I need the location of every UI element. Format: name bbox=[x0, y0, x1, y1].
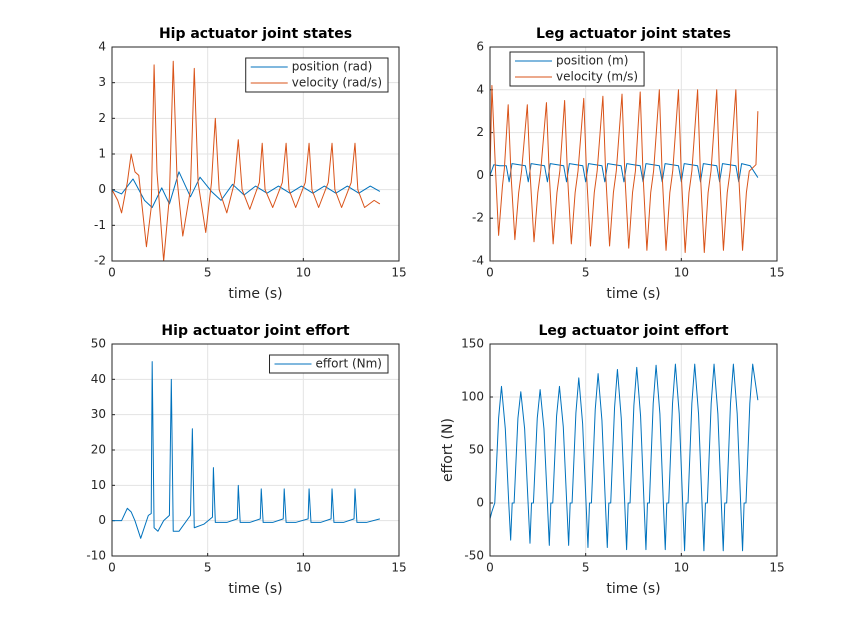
y-tick-label: -2 bbox=[472, 211, 484, 225]
x-tick-label: 0 bbox=[108, 561, 116, 575]
x-tick-label: 10 bbox=[296, 561, 311, 575]
y-tick-label: 40 bbox=[91, 372, 106, 386]
y-tick-label: 150 bbox=[461, 337, 484, 351]
x-tick-label: 10 bbox=[674, 266, 689, 280]
x-tick-label: 10 bbox=[674, 561, 689, 575]
subplot: 0 5 10 15 -2 -1 0 1 2 3 4 Hip actuator joint states… bbox=[94, 26, 407, 302]
axes-box bbox=[489, 46, 778, 262]
y-tick-label: -4 bbox=[472, 254, 484, 268]
legend: effort (Nm) bbox=[269, 354, 389, 374]
data-line bbox=[111, 171, 381, 208]
y-tick-label: 2 bbox=[98, 111, 106, 125]
x-tick-label: 0 bbox=[108, 266, 116, 280]
y-axis-label: effort (N) bbox=[440, 418, 456, 482]
x-axis-label: time (s) bbox=[606, 286, 660, 302]
y-tick-label: 50 bbox=[469, 443, 484, 457]
y-tick-label: 10 bbox=[91, 478, 106, 492]
legend-box bbox=[245, 57, 389, 93]
legend-label: position (m) bbox=[556, 54, 628, 68]
chart-title: Hip actuator joint states bbox=[159, 26, 352, 42]
axes-box bbox=[489, 343, 778, 557]
x-tick-label: 0 bbox=[486, 266, 494, 280]
legend-box bbox=[269, 354, 389, 374]
x-tick-label: 5 bbox=[204, 266, 212, 280]
y-tick-label: 2 bbox=[476, 125, 484, 139]
y-tick-label: 6 bbox=[476, 40, 484, 54]
x-axis-label: time (s) bbox=[228, 581, 282, 597]
chart-title: Hip actuator joint effort bbox=[161, 323, 349, 339]
chart-title: Leg actuator joint effort bbox=[538, 323, 728, 339]
legend-box bbox=[509, 51, 645, 87]
data-line bbox=[489, 163, 759, 183]
data-line bbox=[489, 363, 759, 552]
y-tick-label: 0 bbox=[98, 513, 106, 527]
y-tick-label: 4 bbox=[476, 82, 484, 96]
data-line bbox=[111, 60, 381, 262]
y-tick-label: 0 bbox=[476, 496, 484, 510]
y-tick-label: 50 bbox=[91, 337, 106, 351]
data-line bbox=[489, 85, 759, 253]
x-tick-label: 15 bbox=[391, 561, 406, 575]
x-tick-label: 15 bbox=[769, 561, 784, 575]
axes-box bbox=[111, 46, 400, 262]
y-tick-label: 0 bbox=[476, 168, 484, 182]
y-tick-label: 100 bbox=[461, 390, 484, 404]
axes-box bbox=[111, 343, 400, 557]
x-tick-label: 0 bbox=[486, 561, 494, 575]
y-tick-label: 4 bbox=[98, 40, 106, 54]
legend: position (m) velocity (m/s) bbox=[509, 51, 645, 87]
y-tick-label: -2 bbox=[94, 254, 106, 268]
x-tick-label: 5 bbox=[582, 561, 590, 575]
data-line bbox=[112, 361, 380, 539]
legend-label: velocity (m/s) bbox=[556, 70, 638, 84]
y-tick-label: 30 bbox=[91, 407, 106, 421]
x-tick-label: 10 bbox=[296, 266, 311, 280]
y-tick-label: 3 bbox=[98, 75, 106, 89]
legend: position (rad) velocity (rad/s) bbox=[245, 57, 389, 93]
subplot: 0 5 10 15 -4 -2 0 2 4 6 Leg actuator joint states t… bbox=[472, 26, 785, 302]
x-axis-label: time (s) bbox=[228, 286, 282, 302]
y-tick-label: 0 bbox=[98, 182, 106, 196]
chart-title: Leg actuator joint states bbox=[536, 26, 731, 42]
y-tick-label: -50 bbox=[464, 549, 484, 563]
x-axis-label: time (s) bbox=[606, 581, 660, 597]
legend-label: effort (Nm) bbox=[316, 357, 382, 371]
x-tick-label: 15 bbox=[769, 266, 784, 280]
x-tick-label: 5 bbox=[204, 561, 212, 575]
y-tick-label: 20 bbox=[91, 443, 106, 457]
y-tick-label: 1 bbox=[98, 147, 106, 161]
y-tick-label: -10 bbox=[86, 549, 106, 563]
y-tick-label: -1 bbox=[94, 218, 106, 232]
legend-label: position (rad) bbox=[292, 60, 373, 74]
legend-label: velocity (rad/s) bbox=[292, 76, 382, 90]
x-tick-label: 15 bbox=[391, 266, 406, 280]
x-tick-label: 5 bbox=[582, 266, 590, 280]
